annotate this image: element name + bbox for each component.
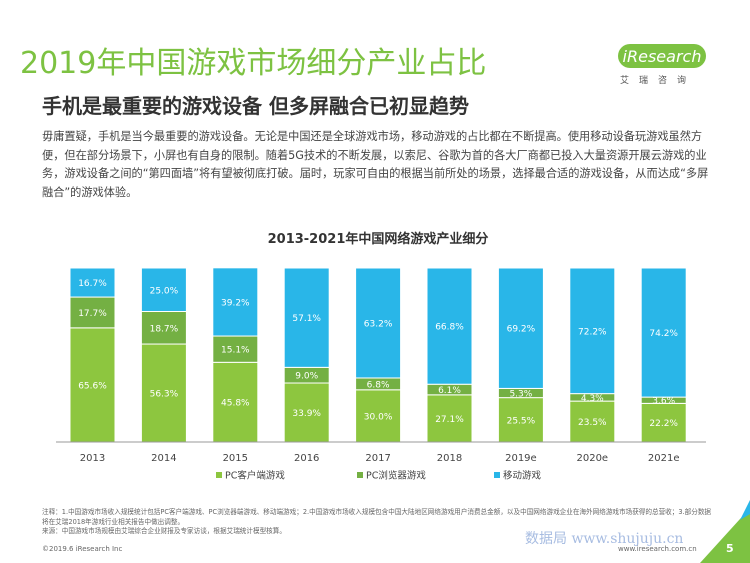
data-label-2020e-series-0: 23.5%: [578, 418, 607, 428]
legend-swatch-0: [216, 472, 222, 478]
page-title: 2019年中国游戏市场细分产业占比: [20, 46, 487, 81]
data-label-2017-series-0: 30.0%: [364, 412, 393, 422]
data-label-2016-series-2: 57.1%: [292, 314, 321, 324]
bar-2014-series-1: [140, 311, 187, 345]
bar-2015-series-0: [212, 361, 259, 443]
data-label-2019e-series-1: 5.3%: [509, 390, 532, 400]
stacked-bar-chart: 2013-2021年中国网络游戏产业细分 65.6% 17.7% 16.7% 56.3…: [56, 231, 706, 482]
bar-group-2015: 45.8% 15.1% 39.2%: [212, 267, 259, 443]
bar-2018-series-0: [426, 394, 473, 443]
bar-group-2017: 30.0% 6.8% 63.2%: [355, 267, 402, 443]
bar-2021e-series-2: [640, 267, 687, 398]
x-tick-label-2017: 2017: [365, 453, 390, 464]
bar-2016-series-2: [283, 267, 330, 368]
x-tick-label-2018: 2018: [437, 453, 462, 464]
data-label-2013-series-2: 16.7%: [78, 279, 107, 289]
x-tick-label-2015: 2015: [223, 453, 248, 464]
data-label-2021e-series-1: 3.6%: [652, 397, 675, 407]
intro-paragraph: 毋庸置疑，手机是当今最重要的游戏设备。无论是中国还是全球游戏市场，移动游戏的占比…: [42, 130, 709, 199]
bar-2016-series-0: [283, 382, 330, 443]
data-label-2019e-series-2: 69.2%: [507, 325, 536, 335]
page-subtitle: 手机是最重要的游戏设备 但多屏融合已初显趋势: [42, 94, 469, 118]
bar-group-2016: 33.9% 9.0% 57.1%: [283, 267, 330, 443]
bar-2013-series-2: [69, 267, 116, 298]
data-label-2013-series-1: 17.7%: [78, 309, 107, 319]
bar-2017-series-0: [355, 389, 402, 443]
x-tick-label-2020e: 2020e: [576, 453, 608, 464]
corner-decoration: [700, 500, 750, 563]
bar-2019e-series-2: [497, 267, 544, 389]
legend-label-2: 移动游戏: [503, 470, 542, 482]
logo-subtitle: 艾瑞咨询: [620, 76, 697, 86]
data-label-2014-series-1: 18.7%: [150, 324, 179, 334]
data-label-2021e-series-2: 74.2%: [649, 329, 678, 339]
bar-2018-series-2: [426, 267, 473, 385]
data-label-2016-series-1: 9.0%: [295, 372, 318, 382]
data-label-2015-series-1: 15.1%: [221, 346, 250, 356]
data-label-2019e-series-0: 25.5%: [507, 416, 536, 426]
x-tick-label-2014: 2014: [151, 453, 176, 464]
bar-2015-series-2: [212, 267, 259, 337]
bar-2021e-series-0: [640, 402, 687, 443]
bar-group-2020e: 23.5% 4.3% 72.2%: [569, 267, 616, 443]
website: www.iresearch.com.cn: [618, 545, 697, 553]
copyright: ©2019.6 iResearch Inc: [42, 545, 123, 553]
data-label-2015-series-0: 45.8%: [221, 399, 250, 409]
x-tick-label-2019e: 2019e: [505, 453, 537, 464]
bar-group-2021e: 22.2% 3.6% 74.2%: [640, 267, 687, 443]
logo-text: iResearch: [623, 47, 702, 66]
x-tick-label-2021e: 2021e: [648, 453, 680, 464]
data-label-2014-series-2: 25.0%: [150, 286, 179, 296]
data-label-2016-series-0: 33.9%: [292, 409, 321, 419]
data-label-2017-series-1: 6.8%: [367, 380, 390, 390]
data-label-2013-series-0: 65.6%: [78, 381, 107, 391]
page-number: 5: [726, 542, 734, 555]
bar-2020e-series-2: [569, 267, 616, 395]
data-label-2015-series-2: 39.2%: [221, 298, 250, 308]
data-label-2018-series-0: 27.1%: [435, 415, 464, 425]
x-tick-label-2013: 2013: [80, 453, 105, 464]
data-label-2020e-series-1: 4.3%: [581, 394, 604, 404]
bar-group-2014: 56.3% 18.7% 25.0%: [140, 267, 187, 443]
source-text: 来源：中国游戏市场规模由艾瑞综合企业财报及专家访谈，根据艾瑞统计模型核算。: [42, 527, 286, 535]
bar-2014-series-2: [140, 267, 187, 312]
bar-group-2018: 27.1% 6.1% 66.8%: [426, 267, 473, 443]
watermark: 数据局 www.shujuju.cn: [525, 531, 684, 547]
bar-groups: 65.6% 17.7% 16.7% 56.3% 18.7% 25.0% 45.8% 15.1%…: [69, 267, 687, 443]
legend-swatch-1: [357, 472, 363, 478]
legend-label-1: PC浏览器游戏: [366, 470, 426, 482]
legend-swatch-2: [494, 472, 500, 478]
chart-title: 2013-2021年中国网络游戏产业细分: [268, 231, 489, 247]
bar-2017-series-2: [355, 267, 402, 379]
data-label-2018-series-2: 66.8%: [435, 323, 464, 333]
x-tick-label-2016: 2016: [294, 453, 319, 464]
legend-label-0: PC客户端游戏: [225, 470, 285, 482]
data-label-2021e-series-0: 22.2%: [649, 419, 678, 429]
data-label-2014-series-0: 56.3%: [150, 390, 179, 400]
x-axis-labels: 2013 2014 2015 2016 2017 2018 2019e 2020e 2021e: [80, 453, 680, 464]
bar-group-2019e: 25.5% 5.3% 69.2%: [497, 267, 544, 443]
data-label-2018-series-1: 6.1%: [438, 386, 461, 396]
notes-text: 注释：1.中国游戏市场收入规模统计包括PC客户端游戏、PC浏览器端游戏、移动端游…: [42, 508, 712, 526]
legend: PC客户端游戏 PC浏览器游戏 移动游戏: [216, 470, 542, 482]
footnotes: 注释：1.中国游戏市场收入规模统计包括PC客户端游戏、PC浏览器端游戏、移动端游…: [42, 508, 712, 537]
data-label-2020e-series-2: 72.2%: [578, 327, 607, 337]
iresearch-logo: iResearch: [618, 44, 706, 68]
data-label-2017-series-2: 63.2%: [364, 319, 393, 329]
bar-group-2013: 65.6% 17.7% 16.7%: [69, 267, 116, 443]
